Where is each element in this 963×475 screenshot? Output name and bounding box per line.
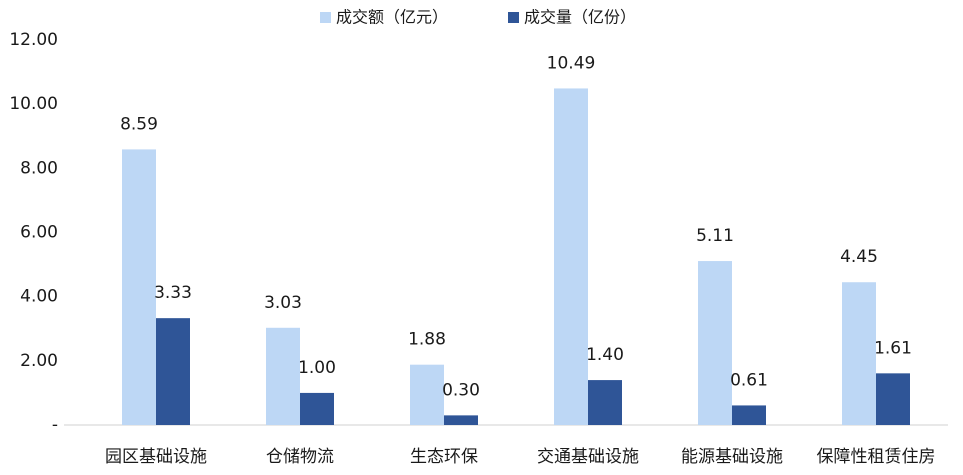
bar bbox=[444, 415, 478, 425]
bar bbox=[122, 149, 156, 425]
bar bbox=[876, 373, 910, 425]
y-tick-label: 6.00 bbox=[20, 223, 58, 243]
value-label: 3.33 bbox=[154, 283, 192, 303]
y-tick-label: 10.00 bbox=[9, 94, 58, 114]
x-tick-label: 生态环保 bbox=[410, 447, 478, 467]
x-tick-label: 能源基础设施 bbox=[681, 447, 783, 467]
bar bbox=[266, 327, 300, 425]
bar bbox=[156, 318, 190, 425]
bar bbox=[410, 364, 444, 425]
value-label: 8.59 bbox=[120, 114, 158, 134]
x-tick-label: 园区基础设施 bbox=[105, 447, 207, 467]
x-tick-label: 仓储物流 bbox=[266, 447, 334, 467]
value-label: 3.03 bbox=[264, 293, 302, 313]
bar bbox=[732, 405, 766, 425]
value-label: 0.61 bbox=[730, 370, 768, 390]
y-tick-label: 4.00 bbox=[20, 287, 58, 307]
x-tick-label: 交通基础设施 bbox=[537, 447, 639, 467]
value-label: 5.11 bbox=[696, 226, 734, 246]
value-label: 1.61 bbox=[874, 338, 912, 358]
bar bbox=[698, 261, 732, 425]
y-tick-label: 12.00 bbox=[9, 30, 58, 50]
bar bbox=[842, 282, 876, 425]
bar bbox=[588, 380, 622, 425]
y-tick-label: 8.00 bbox=[20, 158, 58, 178]
legend-label: 成交额（亿元） bbox=[336, 8, 448, 27]
value-label: 1.88 bbox=[408, 330, 446, 350]
legend-swatch bbox=[320, 12, 331, 23]
value-label: 1.00 bbox=[298, 358, 336, 378]
value-label: 1.40 bbox=[586, 345, 624, 365]
x-tick-label: 保障性租赁住房 bbox=[817, 447, 936, 467]
legend-swatch bbox=[508, 12, 519, 23]
legend-label: 成交量（亿份） bbox=[524, 8, 636, 27]
value-label: 10.49 bbox=[547, 53, 596, 73]
y-tick-label: 2.00 bbox=[20, 351, 58, 371]
value-label: 4.45 bbox=[840, 247, 878, 267]
bar bbox=[554, 88, 588, 425]
value-label: 0.30 bbox=[442, 380, 480, 400]
bar bbox=[300, 392, 334, 425]
y-tick-label: - bbox=[52, 415, 58, 435]
